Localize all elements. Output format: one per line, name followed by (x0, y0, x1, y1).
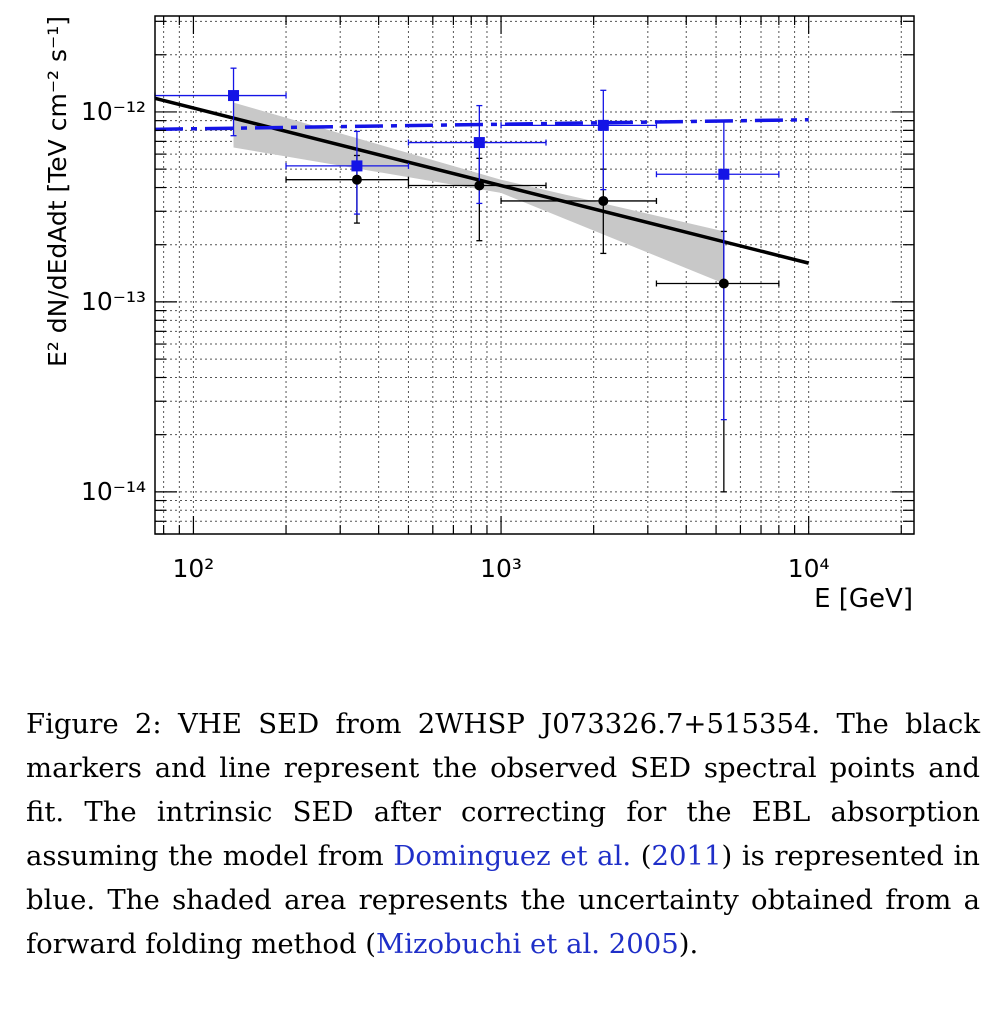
intrinsic-point (597, 119, 609, 131)
x-tick-label: 10² (173, 554, 215, 583)
intrinsic-fit-line (154, 117, 809, 132)
axis-ticks (155, 16, 914, 535)
intrinsic-point (228, 90, 240, 102)
plot-area (155, 16, 914, 534)
caption-label: Figure 2: (26, 708, 178, 740)
y-tick-label: 10⁻¹⁴ (81, 477, 146, 506)
caption-text: VHE SED from 2WHSP J073326.7+515354. The… (26, 708, 980, 872)
x-tick-label: 10³ (480, 554, 522, 583)
observed-point (351, 174, 362, 185)
caption-text: ) is represented in blue. The shaded are… (26, 840, 980, 960)
observed-point (598, 195, 609, 206)
observed-point (718, 278, 729, 289)
observed-point (474, 180, 485, 191)
caption-text: ). (678, 928, 699, 960)
citation-link[interactable]: Dominguez et al. (393, 840, 632, 872)
x-tick-label: 10⁴ (788, 554, 830, 583)
y-tick-label: 10⁻¹² (81, 97, 146, 126)
citation-link[interactable]: Mizobuchi et al. 2005 (376, 928, 679, 960)
y-axis-label: E² dN/dEdAdt [TeV cm⁻² s⁻¹] (43, 16, 72, 367)
plot-frame (154, 15, 915, 535)
tick-labels: 10² 10³ 10⁴ 10⁻¹² 10⁻¹³ 10⁻¹⁴ (81, 97, 830, 583)
sed-chart: 10² 10³ 10⁴ 10⁻¹² 10⁻¹³ 10⁻¹⁴ E [GeV] E² dN/d… (43, 15, 915, 614)
intrinsic-point (718, 168, 730, 180)
data-markers (228, 90, 730, 289)
figure-caption: Figure 2: VHE SED from 2WHSP J073326.7+5… (26, 702, 980, 966)
intrinsic-point (473, 137, 485, 149)
y-tick-label: 10⁻¹³ (81, 287, 146, 316)
citation-year-link[interactable]: 2011 (651, 840, 722, 872)
caption-text: ( (631, 840, 652, 872)
observed-fit-line (154, 96, 810, 265)
fit-lines (154, 96, 810, 265)
intrinsic-point (351, 160, 363, 172)
x-axis-label: E [GeV] (814, 584, 913, 614)
